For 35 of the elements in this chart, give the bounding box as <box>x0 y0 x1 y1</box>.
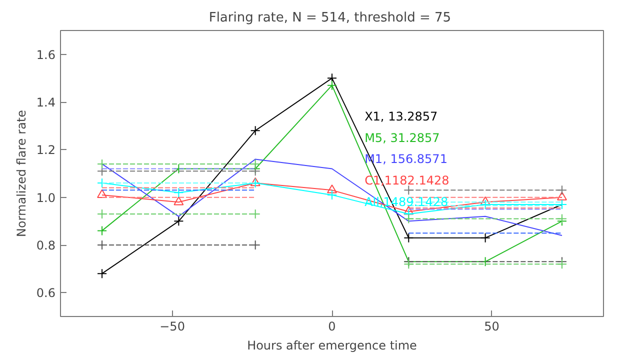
point <box>556 192 567 200</box>
point <box>250 126 260 136</box>
y-tick-label: 1.0 <box>36 190 56 205</box>
y-tick-label: 1.4 <box>36 96 56 110</box>
point <box>556 185 567 196</box>
point <box>97 226 108 236</box>
y-tick-label: 1.6 <box>36 48 56 62</box>
point <box>97 268 108 279</box>
point <box>480 232 490 243</box>
point <box>327 190 337 200</box>
point <box>174 196 184 206</box>
chart-title: Flaring rate, N = 514, threshold = 75 <box>208 10 452 26</box>
point <box>556 214 567 224</box>
y-tick-label: 0.6 <box>36 286 56 300</box>
y-tick-label: 0.8 <box>36 238 56 252</box>
point <box>556 259 567 270</box>
point <box>250 166 260 176</box>
y-axis-title: Normalized flare rate <box>14 110 28 238</box>
point <box>174 216 184 226</box>
x-tick-label: 50 <box>484 320 500 334</box>
series-label: M5, 31.2857 <box>364 130 440 145</box>
point <box>404 214 414 224</box>
point <box>97 189 108 198</box>
x-tick-label: −50 <box>160 320 185 334</box>
x-axis-title: Hours after emergence time <box>247 338 417 352</box>
series-label: X1, 13.2857 <box>364 109 438 124</box>
point <box>404 232 414 243</box>
point <box>174 188 184 198</box>
point <box>97 166 108 176</box>
x-tick-label: 0 <box>328 320 336 334</box>
point <box>404 185 414 196</box>
y-tick-label: 1.2 <box>36 143 56 158</box>
point <box>404 259 414 270</box>
point <box>327 184 337 194</box>
point <box>327 80 337 90</box>
